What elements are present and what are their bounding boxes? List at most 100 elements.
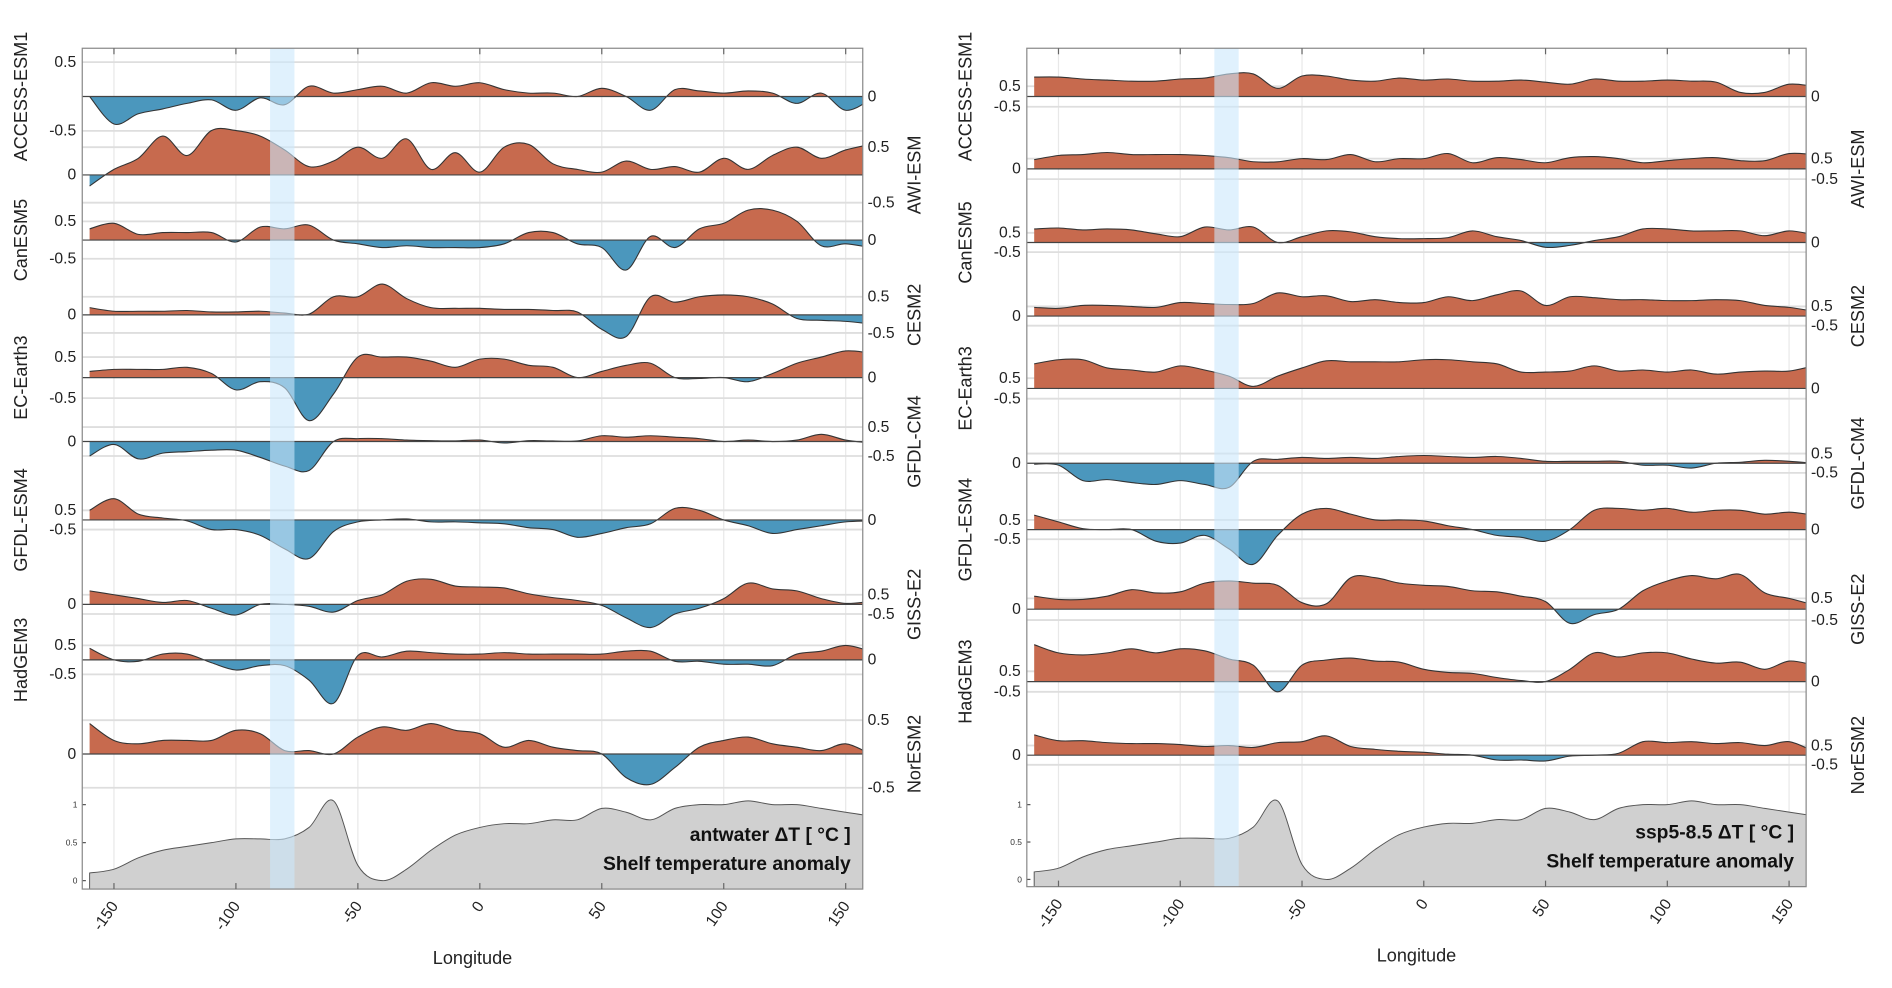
series-awi-esm-line xyxy=(1034,151,1807,164)
series-giss-e2-cooling-area xyxy=(89,604,863,628)
series-access-esm1-warming-area xyxy=(89,82,863,97)
y-tick-label: 0.5 xyxy=(1811,590,1833,607)
x-tick-label: 0 xyxy=(1413,896,1432,913)
series-ec-earth3-line xyxy=(89,350,863,422)
model-label-access-esm1: ACCESS-ESM1 xyxy=(11,32,31,162)
model-label-giss-e2: GISS-E2 xyxy=(905,569,925,640)
y-tick-label: 0 xyxy=(68,596,77,613)
y-tick-label: 0 xyxy=(1012,601,1021,618)
x-tick-label: 150 xyxy=(1768,896,1797,927)
y-tick-label: 0 xyxy=(868,652,877,669)
y-tick-label: 0.5 xyxy=(868,587,890,604)
map-y-tick-label: 0 xyxy=(73,876,78,886)
model-label-hadgem3: HadGEM3 xyxy=(955,639,975,723)
series-canesm5-line xyxy=(1034,226,1807,249)
y-tick-label: 0.5 xyxy=(999,512,1021,529)
y-tick-label: -0.5 xyxy=(868,780,895,797)
series-cesm2-warming-area xyxy=(89,284,863,315)
series-canesm5-line xyxy=(89,208,863,271)
y-tick-label: -0.5 xyxy=(994,684,1021,701)
series-giss-e2-line xyxy=(89,578,863,629)
y-tick-label: 0 xyxy=(68,433,77,450)
y-tick-label: 0.5 xyxy=(54,502,76,519)
map-y-tick-label: 0 xyxy=(1017,874,1022,884)
x-tick-label: -50 xyxy=(339,898,366,927)
y-tick-label: 0 xyxy=(1811,380,1820,397)
y-tick-label: -0.5 xyxy=(1811,757,1838,774)
y-tick-label: 0.5 xyxy=(999,78,1021,95)
y-tick-label: -0.5 xyxy=(49,390,76,407)
x-tick-label: 100 xyxy=(703,898,732,929)
series-noresm2-cooling-area xyxy=(89,753,863,785)
scenario-subtitle: Shelf temperature anomaly xyxy=(603,854,851,875)
series-giss-e2-line xyxy=(1034,573,1807,625)
x-axis-label: Longitude xyxy=(433,948,512,968)
y-tick-label: 0.5 xyxy=(868,139,890,156)
series-hadgem3-line xyxy=(89,644,863,705)
y-tick-label: -0.5 xyxy=(994,391,1021,408)
series-awi-esm-line xyxy=(89,127,863,187)
plot-content xyxy=(1026,48,1807,887)
model-label-gfdl-cm4: GFDL-CM4 xyxy=(905,395,925,487)
x-tick-label: -150 xyxy=(90,898,122,934)
y-tick-label: 0.5 xyxy=(868,289,890,306)
y-tick-label: 0 xyxy=(68,167,77,184)
x-tick-label: 150 xyxy=(825,898,854,929)
model-label-hadgem3: HadGEM3 xyxy=(11,618,31,702)
y-tick-label: 0.5 xyxy=(999,225,1021,242)
x-tick-label: 100 xyxy=(1646,896,1675,927)
y-tick-label: -0.5 xyxy=(49,123,76,140)
y-tick-label: 0 xyxy=(1012,161,1021,178)
y-tick-label: -0.5 xyxy=(1811,465,1838,482)
series-hadgem3-warming-area xyxy=(89,645,863,660)
model-label-ec-earth3: EC-Earth3 xyxy=(11,335,31,419)
model-label-gfdl-cm4: GFDL-CM4 xyxy=(1848,417,1868,509)
scenario-title: ssp5-8.5 ΔT [ °C ] xyxy=(1635,822,1794,843)
y-tick-label: 0.5 xyxy=(54,349,76,366)
series-gfdl-cm4-line xyxy=(1034,454,1807,490)
y-tick-label: 0 xyxy=(1012,455,1021,472)
y-tick-label: -0.5 xyxy=(49,251,76,268)
y-tick-label: 0.5 xyxy=(1811,737,1833,754)
series-giss-e2-warming-area xyxy=(89,578,863,605)
y-tick-label: 0 xyxy=(1012,747,1021,764)
series-access-esm1-line xyxy=(1034,72,1807,95)
map-y-tick-label: 0.5 xyxy=(66,838,78,848)
series-gfdl-cm4-line xyxy=(89,433,863,473)
x-axis-label: Longitude xyxy=(1377,945,1456,965)
series-noresm2-warming-area xyxy=(89,723,863,754)
series-gfdl-esm4-warming-area xyxy=(1034,508,1807,530)
y-tick-label: -0.5 xyxy=(49,521,76,538)
model-label-gfdl-esm4: GFDL-ESM4 xyxy=(11,468,31,571)
y-tick-label: -0.5 xyxy=(868,194,895,211)
series-gfdl-esm4-warming-area xyxy=(89,498,863,520)
model-label-ec-earth3: EC-Earth3 xyxy=(955,346,975,430)
y-tick-label: -0.5 xyxy=(868,325,895,342)
y-tick-label: 0 xyxy=(1811,234,1820,251)
highlight-band xyxy=(1214,48,1239,887)
x-tick-label: 50 xyxy=(586,898,610,922)
y-tick-label: -0.5 xyxy=(868,448,895,465)
y-tick-label: -0.5 xyxy=(1811,318,1838,335)
y-tick-label: -0.5 xyxy=(994,244,1021,261)
highlight-band xyxy=(270,48,295,890)
scenario-title: antwater ΔT [ °C ] xyxy=(690,825,851,846)
x-tick-label: -150 xyxy=(1035,896,1067,932)
x-tick-label: -100 xyxy=(212,898,244,934)
series-gfdl-esm4-line xyxy=(1034,507,1807,566)
series-noresm2-line xyxy=(89,723,863,786)
y-tick-label: 0.5 xyxy=(1811,445,1833,462)
y-tick-label: -0.5 xyxy=(994,99,1021,116)
x-tick-label: 0 xyxy=(469,898,488,915)
y-tick-label: 0 xyxy=(868,369,877,386)
map-y-tick-label: 1 xyxy=(1017,800,1022,810)
axes-frame xyxy=(1026,47,1807,888)
y-tick-label: -0.5 xyxy=(49,666,76,683)
x-tick-label: -50 xyxy=(1283,896,1310,925)
model-label-access-esm1: ACCESS-ESM1 xyxy=(955,32,975,162)
y-tick-label: 0 xyxy=(1012,308,1021,325)
model-label-cesm2: CESM2 xyxy=(1848,285,1868,347)
series-gfdl-esm4-cooling-area xyxy=(181,519,863,560)
scenario-subtitle: Shelf temperature anomaly xyxy=(1546,851,1794,872)
panel-ssp585: -0.5 0 0.5 ACCESS-ESM1 -0.5 0 0.5 AWI-ESM -0.5 0 0… xyxy=(955,32,1868,966)
